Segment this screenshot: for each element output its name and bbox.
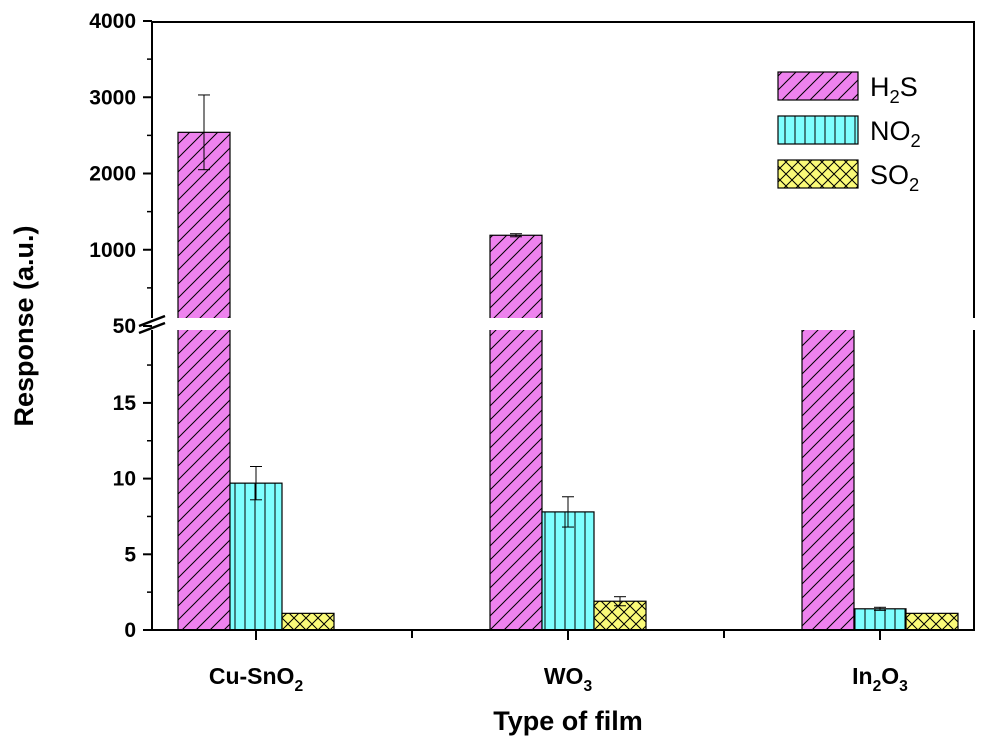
legend-label-2: SO2 — [870, 160, 919, 195]
y-tick-label: 2000 — [89, 163, 136, 186]
y-tick-label: 3000 — [89, 86, 136, 109]
y-tick-label: 10 — [113, 468, 136, 491]
bar-so2-0 — [281, 612, 335, 631]
legend: H2S NO2 SO2 — [777, 71, 921, 195]
y-tick-label: 1000 — [89, 239, 136, 262]
x-tick-label: Cu-SnO2 — [209, 663, 304, 695]
y-tick-label: 15 — [113, 392, 137, 415]
bar-so2-2 — [905, 612, 959, 631]
x-tick-label: In2O3 — [852, 663, 908, 695]
y-tick-label: 4000 — [89, 10, 136, 33]
y-tick-label: 5 — [124, 543, 136, 566]
legend-swatch-2 — [777, 159, 859, 189]
bars-layer — [177, 131, 959, 631]
axis-break-mark — [138, 314, 980, 335]
bar-no2-0 — [229, 482, 283, 631]
x-tick-label: WO3 — [544, 663, 593, 695]
bar-h2-1 — [489, 234, 543, 631]
bar-no2-2 — [853, 608, 907, 631]
y-tick-label: 0 — [124, 619, 136, 642]
legend-label-1: NO2 — [870, 116, 921, 151]
legend-label-0: H2S — [870, 72, 918, 107]
y-tick-label-break: 50 — [113, 315, 136, 338]
y-axis-title: Response (a.u.) — [9, 225, 39, 426]
legend-swatch-0 — [777, 71, 859, 101]
bar-h2-0 — [177, 131, 231, 631]
legend-swatch-1 — [777, 115, 859, 145]
bar-no2-1 — [541, 511, 595, 631]
y-ticks-layer: 0 5 10 15 50 1000 2000 3000 4000 — [89, 10, 152, 642]
x-axis-title: Type of film — [493, 706, 643, 736]
bar-h2-2 — [801, 321, 855, 631]
x-ticks-layer: Cu-SnO2 WO3 In2O3 — [209, 630, 908, 695]
